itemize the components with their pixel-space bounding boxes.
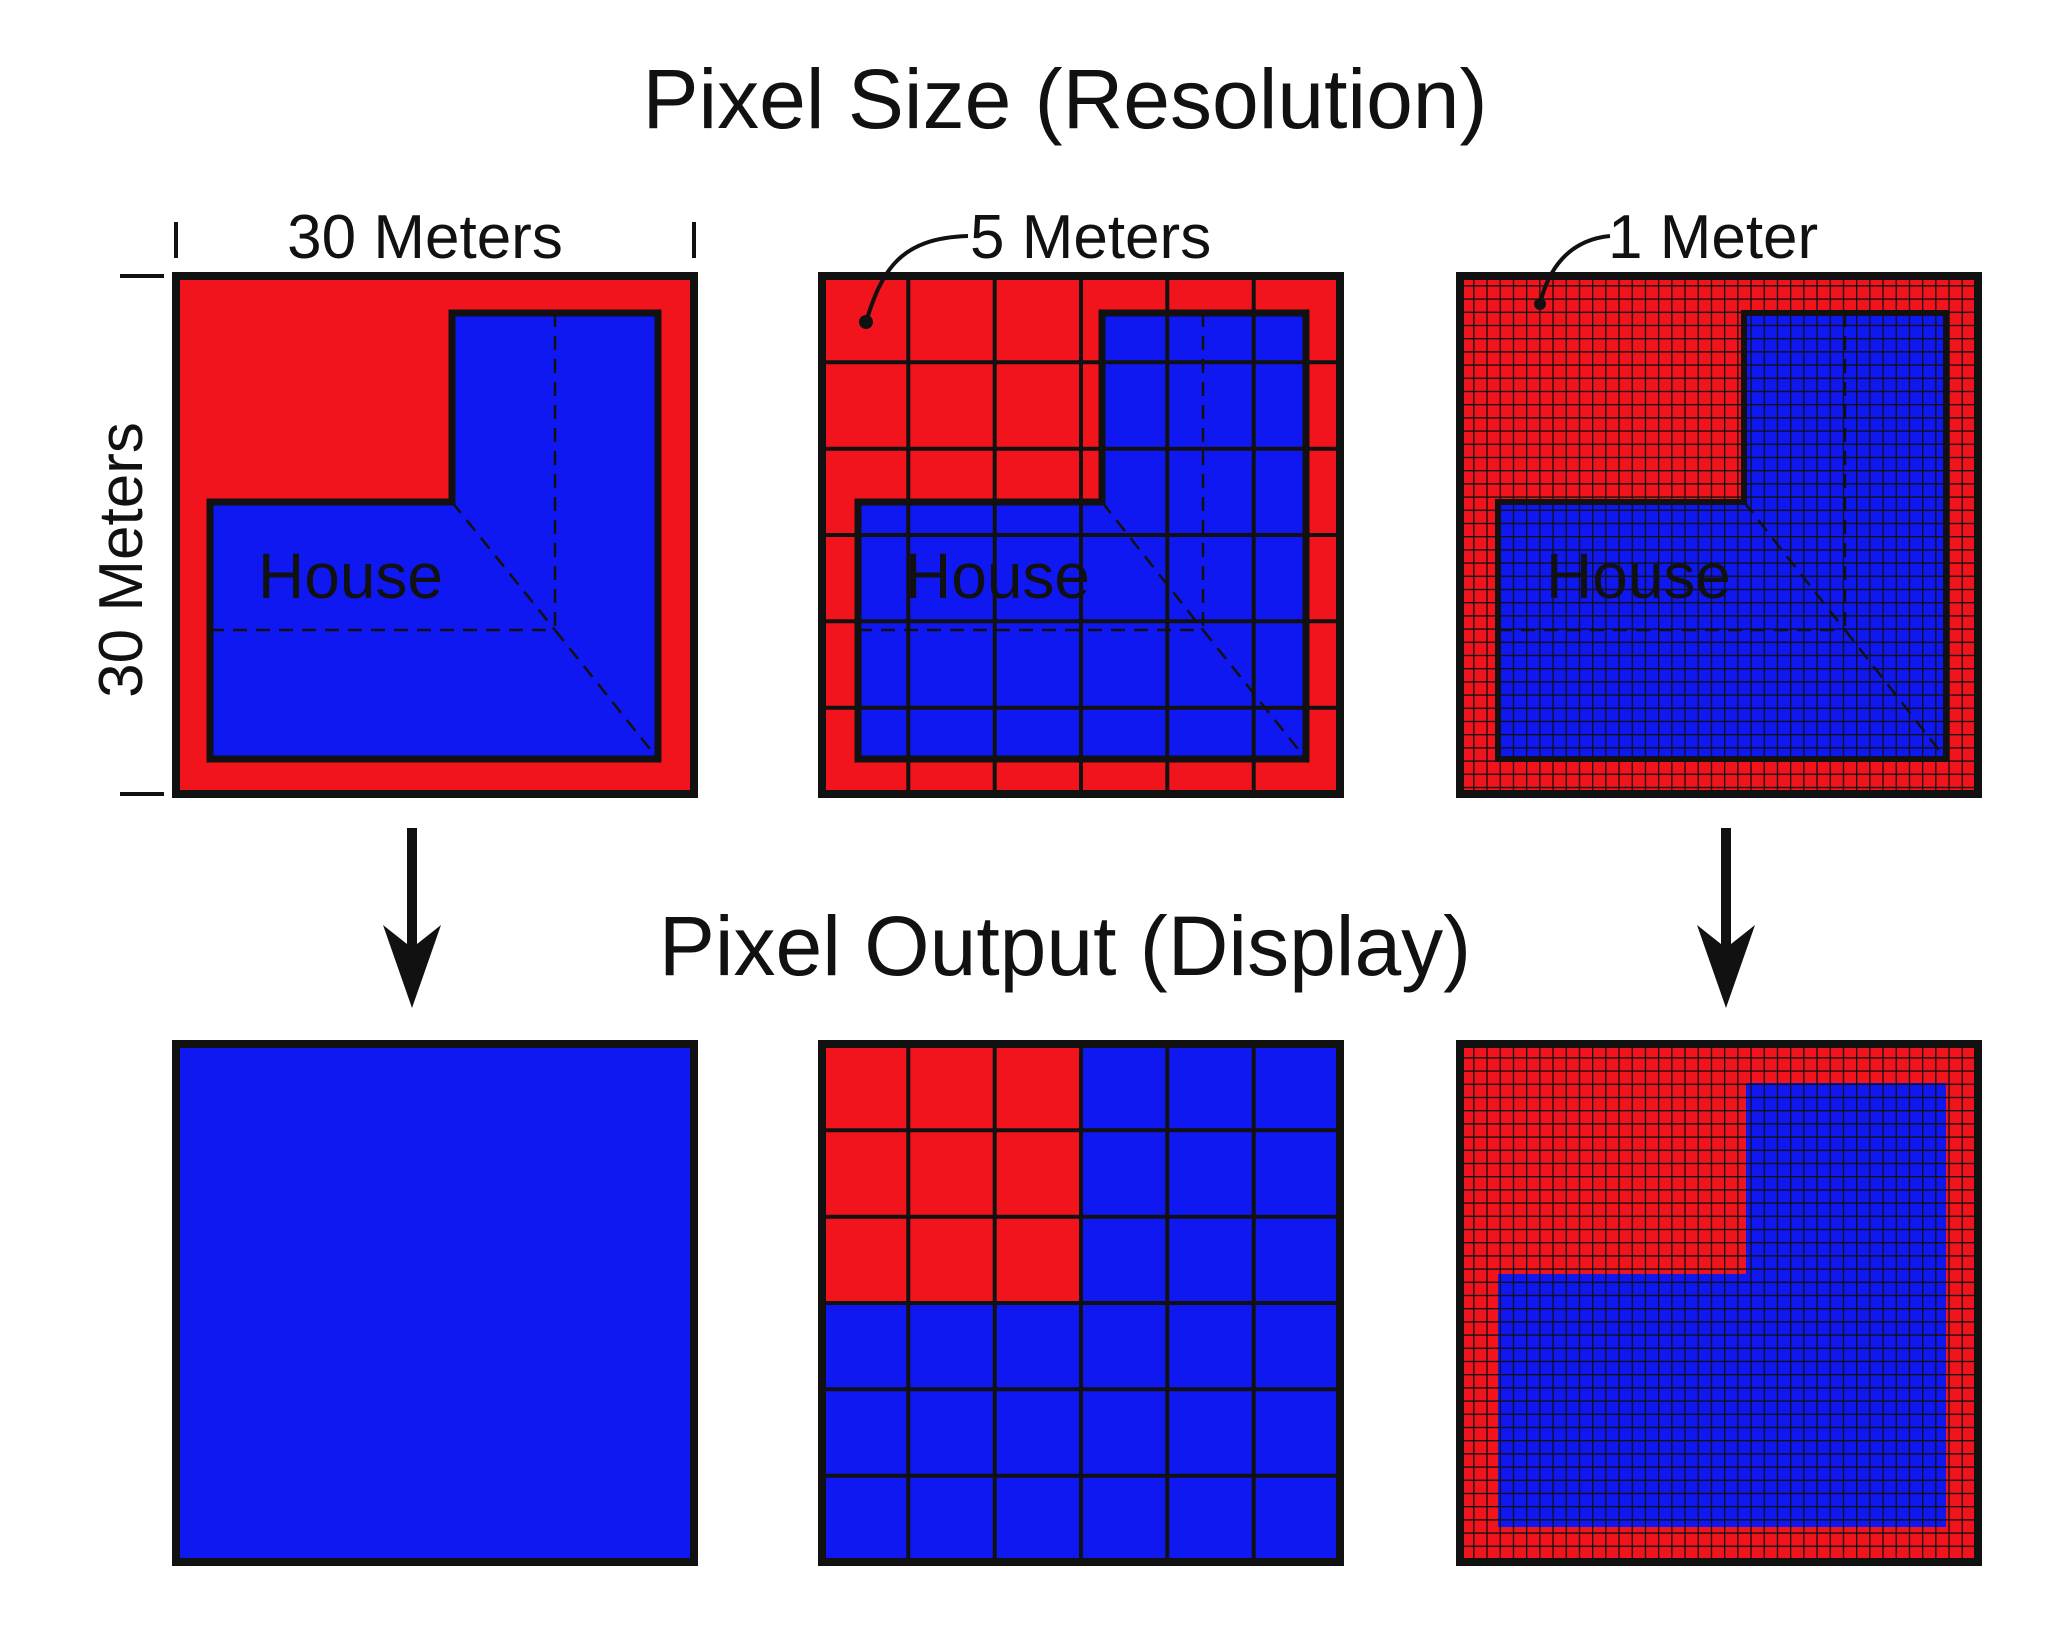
pixel-grid-5m <box>822 276 1340 794</box>
pixel-grid-1m <box>1460 1044 1978 1562</box>
output-panel-30m <box>172 1040 698 1566</box>
leader-dot <box>859 315 873 329</box>
arrow-down-left <box>383 828 441 1008</box>
leader-dot <box>1534 298 1546 310</box>
dimension-markers <box>120 222 696 796</box>
input-panel-5m: House <box>818 234 1344 798</box>
arrow-down-right <box>1697 828 1755 1008</box>
leader-line <box>864 234 969 323</box>
height-label: 30 Meters <box>87 422 156 698</box>
pixel-grid-1m <box>1460 276 1978 794</box>
input-panel-1m: House <box>1456 234 1982 798</box>
pixel-grid-5m <box>822 1044 1340 1562</box>
figure-subtitle: Pixel Output (Display) <box>659 899 1471 993</box>
width-label: 30 Meters <box>287 203 563 272</box>
output-panel-5m <box>818 1040 1344 1566</box>
roof-lines <box>210 313 659 760</box>
house-label: House <box>905 540 1090 612</box>
land-pixels <box>822 1044 1081 1303</box>
input-panel-30m: House <box>172 272 698 798</box>
resolution-5m-label: 5 Meters <box>970 203 1211 272</box>
output-panel-1m <box>1456 1040 1982 1566</box>
resolution-1m-label: 1 Meter <box>1608 203 1818 272</box>
house-label: House <box>258 540 443 612</box>
pixel-cell <box>172 1040 698 1566</box>
figure-title: Pixel Size (Resolution) <box>642 52 1487 146</box>
leader-line <box>1538 234 1611 305</box>
